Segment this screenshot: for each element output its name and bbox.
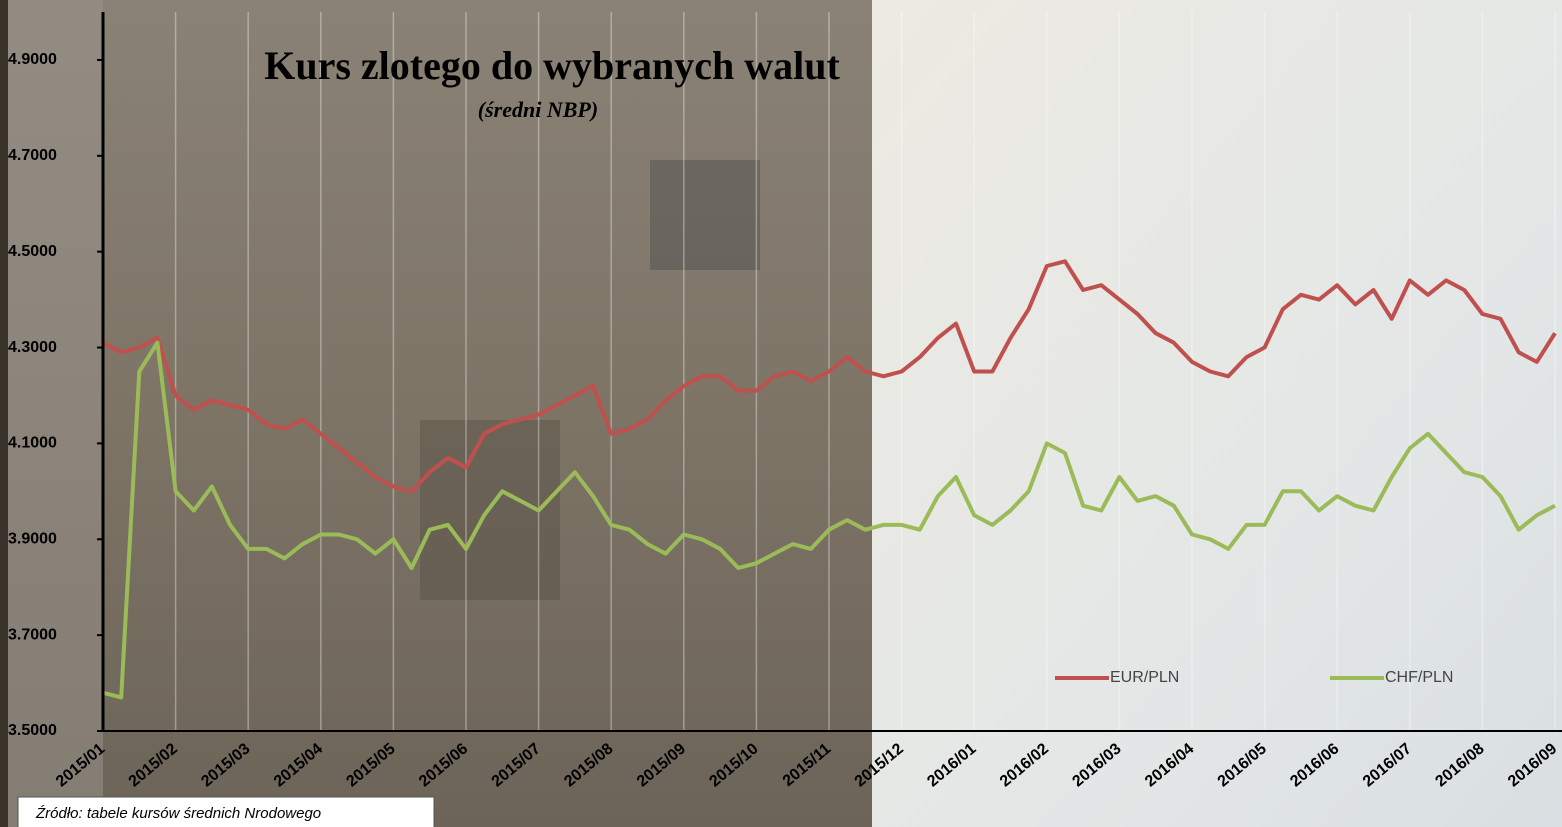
y-tick-label: 4.1000 <box>8 435 57 452</box>
chart-title: Kurs zlotego do wybranych walut <box>264 43 840 88</box>
y-tick-label: 3.7000 <box>8 626 57 643</box>
left-edge <box>0 0 8 827</box>
background-map <box>872 0 1562 827</box>
y-tick-label: 4.3000 <box>8 339 57 356</box>
legend-label: EUR/PLN <box>1110 669 1179 686</box>
y-tick-label: 4.9000 <box>8 51 57 68</box>
y-tick-label: 3.9000 <box>8 530 57 547</box>
chart: Kurs zlotego do wybranych walut (średni … <box>0 0 1562 827</box>
axis-strip <box>0 0 103 827</box>
photo-detail <box>650 160 760 270</box>
y-tick-label: 3.5000 <box>8 722 57 739</box>
legend-label: CHF/PLN <box>1385 669 1453 686</box>
chart-subtitle: (średni NBP) <box>478 97 598 122</box>
source-note: Źródło: tabele kursów średnich Nrodowego <box>35 805 321 822</box>
y-tick-label: 4.7000 <box>8 147 57 164</box>
background-photo <box>0 0 872 827</box>
y-tick-label: 4.5000 <box>8 243 57 260</box>
